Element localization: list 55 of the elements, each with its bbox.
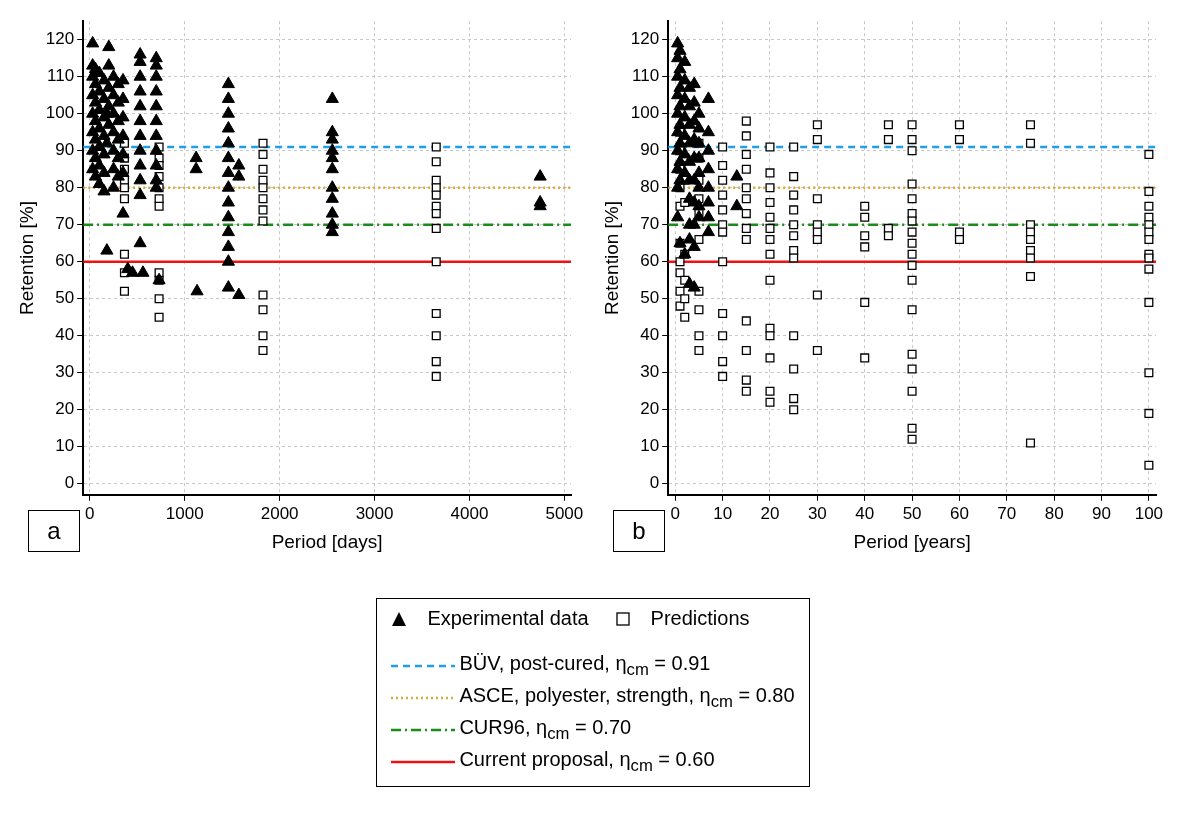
x-axis-title: Period [days] [271, 530, 383, 552]
x-tick-label: 2000 [260, 503, 299, 523]
text: a [28, 510, 80, 552]
y-tick-label: 80 [640, 177, 660, 197]
y-tick-label: 120 [630, 29, 660, 49]
x-tick-label: 4000 [450, 503, 489, 523]
x-axis-title: Period [years] [853, 530, 971, 552]
legend-label: Predictions [650, 607, 750, 630]
y-tick-label: 50 [640, 288, 660, 308]
y-tick-label: 90 [55, 140, 75, 160]
y-tick-label: 20 [640, 399, 660, 419]
x-tick-label: 0 [670, 503, 680, 523]
y-tick-label: 50 [55, 288, 75, 308]
y-tick-label: 0 [64, 473, 75, 493]
x-tick-label: 70 [997, 503, 1017, 523]
text: b [613, 510, 665, 552]
y-tick-label: 60 [55, 251, 75, 271]
y-axis-title: Retention [%] [600, 200, 622, 316]
y-tick-label: 100 [45, 103, 75, 123]
x-tick-label: 90 [1092, 503, 1111, 523]
x-tick-label: 60 [949, 503, 969, 523]
y-tick-label: 80 [55, 177, 75, 197]
y-tick-label: 30 [55, 362, 75, 382]
x-tick-label: 20 [760, 503, 780, 523]
x-tick-label: 10 [713, 503, 733, 523]
legend-label: Experimental data [427, 607, 589, 630]
y-tick-label: 70 [55, 214, 75, 234]
y-tick-label: 20 [55, 399, 75, 419]
legend-label: BÜV, post-cured, η$_{cm}$ = 0.91 [459, 652, 711, 680]
legend-label: Current proposal, η$_{cm}$ = 0.60 [459, 748, 715, 776]
y-tick-label: 120 [45, 29, 75, 49]
y-tick-label: 10 [640, 436, 660, 456]
legend-label: ASCE, polyester, strength, η$_{cm}$ = 0.80 [459, 684, 795, 712]
x-tick-label: 30 [807, 503, 827, 523]
y-tick-label: 60 [640, 251, 660, 271]
x-tick-label: 0 [85, 503, 95, 523]
y-tick-label: 40 [640, 325, 660, 345]
legend-label: CUR96, η$_{cm}$ = 0.70 [459, 716, 632, 744]
x-tick-label: 5000 [545, 503, 584, 523]
y-tick-label: 90 [640, 140, 660, 160]
y-tick-label: 70 [640, 214, 660, 234]
y-axis-title: Retention [%] [15, 200, 37, 316]
y-tick-label: 0 [649, 473, 660, 493]
y-tick-label: 30 [640, 362, 660, 382]
x-tick-label: 40 [855, 503, 875, 523]
x-tick-label: 100 [1134, 503, 1164, 523]
y-tick-label: 10 [55, 436, 75, 456]
x-tick-label: 50 [902, 503, 922, 523]
x-tick-label: 1000 [165, 503, 204, 523]
y-tick-label: 40 [55, 325, 75, 345]
y-tick-label: 110 [632, 66, 660, 86]
y-tick-label: 110 [47, 66, 75, 86]
x-tick-label: 3000 [355, 503, 394, 523]
y-tick-label: 100 [630, 103, 660, 123]
x-tick-label: 80 [1044, 503, 1064, 523]
